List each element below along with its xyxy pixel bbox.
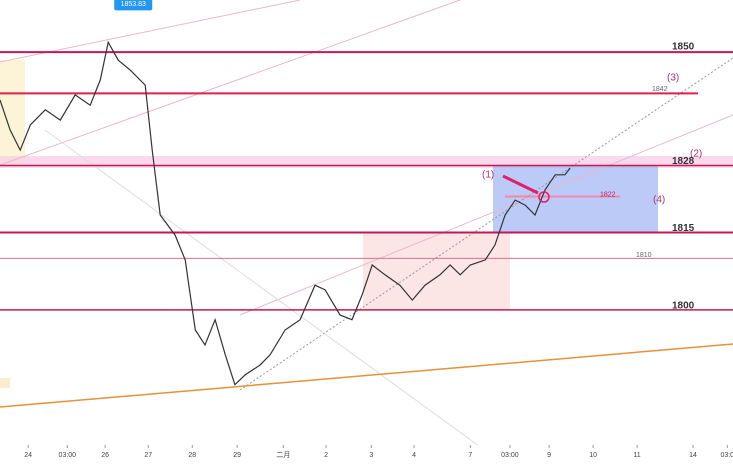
high-label: 1853.83: [121, 1, 146, 8]
level-label: 1828: [672, 156, 695, 167]
high-callout: [114, 0, 153, 11]
trendline: [239, 57, 733, 391]
price-line: [0, 40, 571, 386]
x-tick-label: 9: [547, 452, 551, 459]
x-tick-label: 03:0: [720, 452, 733, 459]
x-tick-label: 11: [633, 452, 640, 459]
annotation: (1): [482, 170, 494, 181]
annotation: (3): [667, 73, 679, 84]
annotation: (2): [690, 149, 702, 160]
session-highlight: [0, 378, 10, 388]
trendline: [239, 114, 733, 316]
level-label: 1842: [652, 86, 668, 93]
trendline: [0, 343, 733, 408]
x-tick-label: 二月: [276, 451, 290, 459]
level-label: 1800: [672, 301, 695, 312]
x-tick-label: 29: [233, 452, 241, 459]
plot: [0, 40, 733, 386]
x-tick-label: 03:00: [59, 452, 77, 459]
x-tick-label: 03:00: [501, 452, 519, 459]
zone: [493, 165, 658, 233]
x-tick-label: 28: [188, 452, 196, 459]
marker: [538, 191, 550, 203]
arrow: [502, 174, 539, 195]
x-tick-label: 24: [24, 452, 32, 459]
x-tick-label: 10: [589, 452, 597, 459]
x-tick-label: 4: [412, 452, 416, 459]
zone: [363, 233, 510, 310]
level-label: 1850: [672, 42, 695, 53]
x-tick-label: 26: [101, 452, 109, 459]
x-axis: [0, 445, 733, 465]
annotation: (4): [653, 195, 665, 206]
level-label: 1822: [600, 191, 616, 198]
x-tick-label: 7: [468, 452, 472, 459]
level-label: 1815: [672, 223, 695, 234]
trendline: [0, 0, 461, 166]
x-tick-label: 27: [144, 452, 152, 459]
x-tick-label: 2: [324, 452, 328, 459]
level-label: 1810: [636, 252, 652, 259]
trendline: [44, 129, 506, 465]
x-tick-label: 14: [689, 452, 697, 459]
x-tick-label: 3: [369, 452, 373, 459]
